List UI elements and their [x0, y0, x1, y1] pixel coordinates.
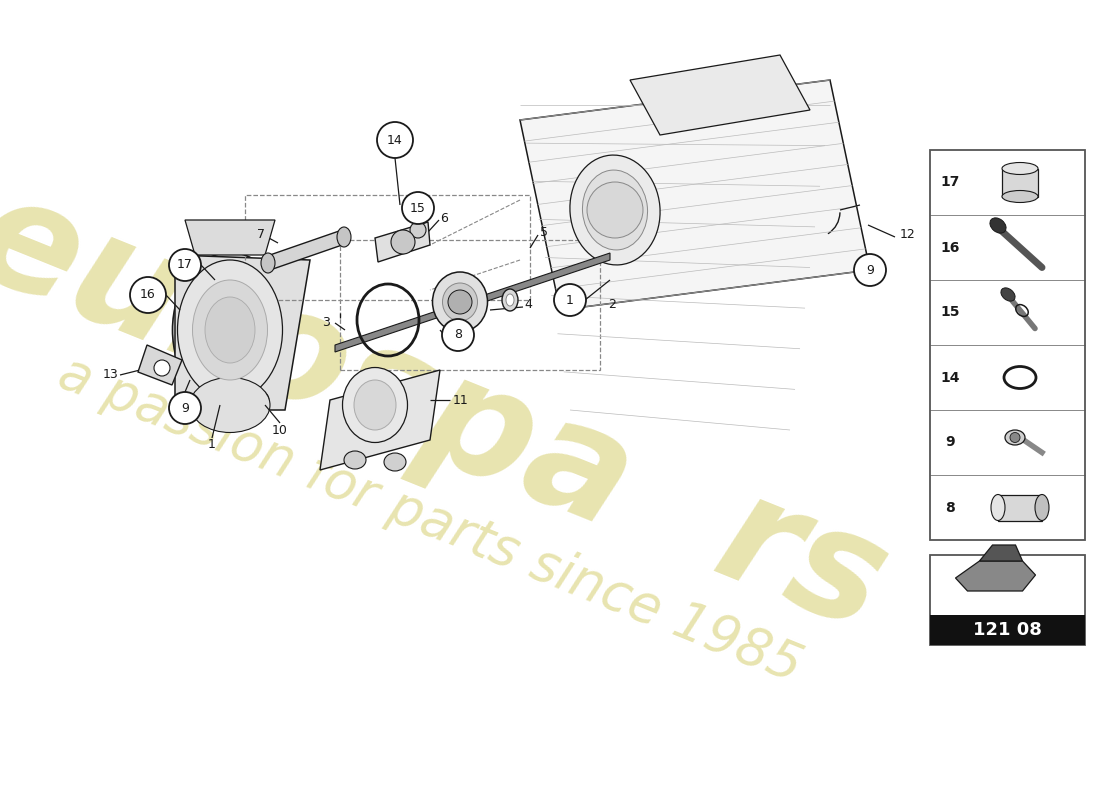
Ellipse shape: [1001, 288, 1015, 301]
Polygon shape: [520, 80, 870, 310]
Ellipse shape: [502, 289, 518, 311]
Circle shape: [1010, 433, 1020, 442]
Ellipse shape: [342, 367, 407, 442]
Text: 12: 12: [900, 229, 915, 242]
Circle shape: [154, 360, 170, 376]
Polygon shape: [185, 220, 275, 255]
Text: 1: 1: [208, 438, 216, 451]
Ellipse shape: [241, 389, 270, 411]
Circle shape: [169, 392, 201, 424]
Polygon shape: [956, 561, 1035, 591]
Ellipse shape: [1035, 494, 1049, 521]
Text: 15: 15: [410, 202, 426, 214]
Circle shape: [377, 122, 412, 158]
Ellipse shape: [582, 170, 648, 250]
Bar: [930, 555, 1085, 645]
Polygon shape: [267, 230, 345, 270]
Text: 9: 9: [866, 263, 873, 277]
Text: 16: 16: [140, 289, 156, 302]
Circle shape: [854, 254, 886, 286]
Text: 2: 2: [608, 298, 616, 311]
Circle shape: [169, 249, 201, 281]
Ellipse shape: [261, 253, 275, 273]
Ellipse shape: [432, 272, 487, 332]
Polygon shape: [138, 345, 182, 385]
Text: 1: 1: [566, 294, 574, 306]
Text: 10: 10: [272, 423, 288, 437]
Ellipse shape: [337, 227, 351, 247]
Ellipse shape: [384, 453, 406, 471]
Ellipse shape: [192, 280, 267, 380]
Polygon shape: [630, 55, 810, 135]
Ellipse shape: [1005, 430, 1025, 445]
Ellipse shape: [1002, 162, 1038, 174]
Polygon shape: [336, 253, 610, 352]
Text: 17: 17: [940, 175, 959, 190]
Text: 9: 9: [182, 402, 189, 414]
Bar: [1002, 169, 1038, 197]
Circle shape: [402, 192, 434, 224]
Text: 9: 9: [945, 435, 955, 450]
Bar: [998, 494, 1042, 521]
Ellipse shape: [991, 494, 1005, 521]
Text: 5: 5: [540, 226, 548, 238]
Text: 17: 17: [177, 258, 192, 271]
Ellipse shape: [173, 253, 287, 407]
Ellipse shape: [570, 155, 660, 265]
Text: 11: 11: [453, 394, 469, 406]
Ellipse shape: [344, 451, 366, 469]
Ellipse shape: [1002, 190, 1038, 202]
Bar: [930, 150, 1085, 540]
Ellipse shape: [177, 260, 283, 400]
Bar: [930, 615, 1085, 645]
Ellipse shape: [190, 378, 270, 433]
Text: a passion for parts since 1985: a passion for parts since 1985: [51, 346, 808, 694]
Circle shape: [442, 319, 474, 351]
Text: 3: 3: [322, 317, 330, 330]
Ellipse shape: [442, 283, 477, 321]
Ellipse shape: [196, 389, 224, 411]
Circle shape: [587, 182, 643, 238]
Text: eurospa  rs: eurospa rs: [0, 159, 908, 661]
Ellipse shape: [205, 297, 255, 363]
Text: 8: 8: [454, 329, 462, 342]
Text: 4: 4: [524, 298, 532, 311]
Polygon shape: [320, 370, 440, 470]
Text: 14: 14: [940, 370, 959, 385]
Ellipse shape: [354, 380, 396, 430]
Text: 121 08: 121 08: [974, 621, 1042, 639]
Ellipse shape: [990, 218, 1006, 233]
Polygon shape: [175, 255, 310, 410]
Polygon shape: [375, 222, 430, 262]
Circle shape: [448, 290, 472, 314]
Text: 7: 7: [257, 229, 265, 242]
Circle shape: [390, 230, 415, 254]
Circle shape: [554, 284, 586, 316]
Text: 14: 14: [387, 134, 403, 146]
Circle shape: [130, 277, 166, 313]
Text: 13: 13: [102, 369, 118, 382]
Polygon shape: [979, 545, 1023, 561]
Text: 16: 16: [940, 241, 959, 254]
Circle shape: [410, 222, 426, 238]
Text: 15: 15: [940, 306, 959, 319]
Ellipse shape: [506, 294, 514, 306]
Text: 6: 6: [440, 211, 448, 225]
Text: 8: 8: [945, 501, 955, 514]
